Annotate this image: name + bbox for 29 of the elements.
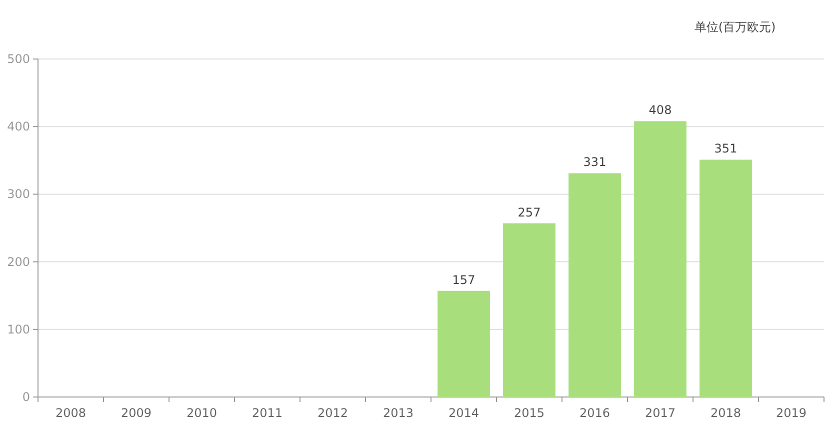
x-tick-label: 2009	[120, 406, 152, 420]
bar	[438, 290, 490, 397]
bar	[700, 160, 752, 397]
data-label: 257	[518, 205, 541, 220]
x-tick-label: 2015	[514, 406, 545, 420]
x-tick-label: 2010	[186, 406, 218, 420]
y-tick-label: 500	[7, 52, 30, 66]
chart-subtitle: 单位(百万欧元)	[694, 20, 776, 34]
data-label: 331	[583, 155, 606, 170]
x-tick-label: 2012	[317, 406, 348, 420]
x-tick-label: 2017	[644, 406, 676, 420]
x-tick-label: 2008	[55, 406, 86, 420]
data-label: 157	[452, 272, 476, 287]
bar	[503, 223, 556, 397]
x-tick-label: 2011	[252, 406, 283, 420]
y-tick-label: 0	[22, 390, 30, 404]
y-tick-label: 100	[7, 322, 30, 336]
x-tick-label: 2016	[579, 406, 610, 420]
data-label: 351	[714, 142, 738, 156]
x-tick-label: 2014	[448, 406, 480, 420]
x-tick-label: 2013	[382, 406, 414, 420]
y-tick-label: 200	[7, 254, 30, 269]
bar	[634, 121, 686, 397]
y-tick-label: 400	[7, 120, 30, 134]
y-tick-label: 300	[7, 187, 30, 202]
x-tick-label: 2019	[776, 406, 807, 420]
x-tick-label: 2018	[710, 406, 742, 420]
bar	[568, 173, 621, 397]
data-label: 408	[648, 103, 672, 118]
